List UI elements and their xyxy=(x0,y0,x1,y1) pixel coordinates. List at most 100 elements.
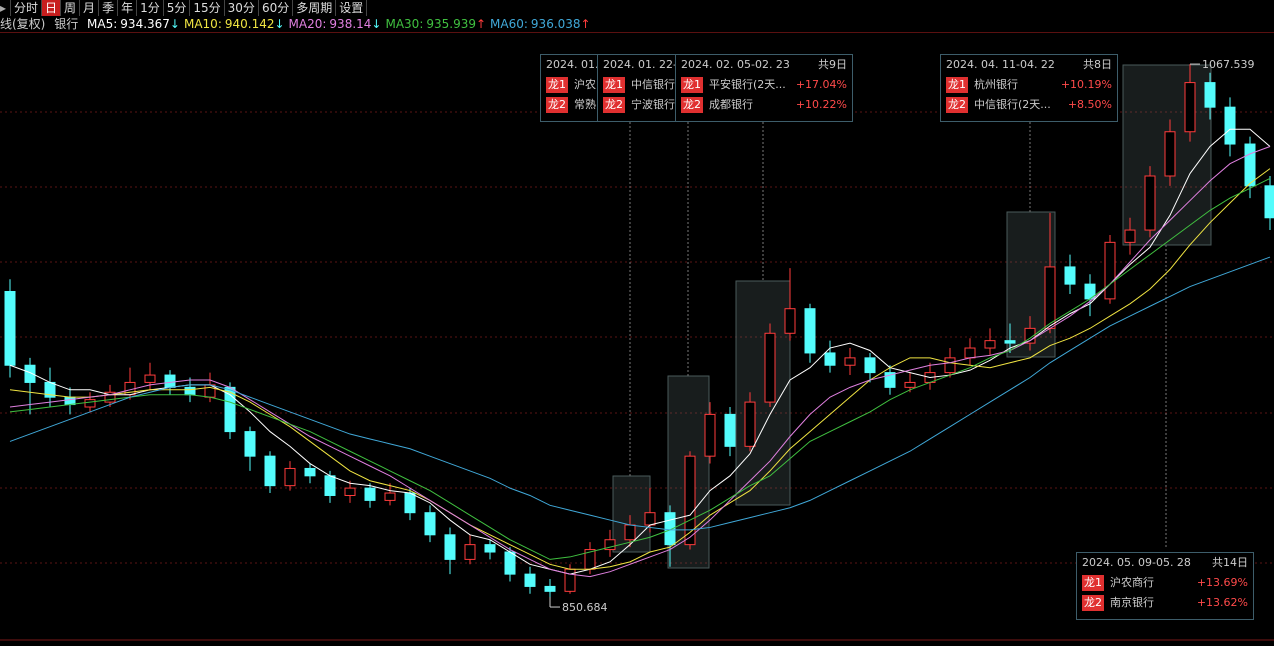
period: 2024. 01. 22-0 xyxy=(603,58,684,71)
ma-name: MA10: xyxy=(183,17,222,31)
period: 2024. 01. 1 xyxy=(546,58,609,71)
toolbar-button[interactable]: 周 xyxy=(61,0,81,16)
max-label: 1067.539 xyxy=(1202,58,1255,71)
leader-row: 龙2 常熟 xyxy=(541,95,717,115)
ma-value: 935.939 xyxy=(426,17,476,31)
grid xyxy=(0,111,1274,564)
ma-name: MA30: xyxy=(385,17,424,31)
candle-body xyxy=(24,364,36,383)
candle-body xyxy=(184,386,196,396)
ma-arrow: ↑ xyxy=(580,17,591,31)
candle-body xyxy=(784,308,796,334)
ma-value: 934.367 xyxy=(120,17,170,31)
toolbar: ▸ 分时日周月季年 1分 5分 15分 30分 60分 多周期 设置 xyxy=(0,0,368,16)
candle-body xyxy=(864,357,876,374)
box-header: 2024. 01. 1 xyxy=(541,55,717,75)
periods xyxy=(612,64,1212,569)
leader-row: 龙1 平安银行(2天... +17.04% xyxy=(676,75,852,95)
candle-body xyxy=(264,455,276,487)
toolbar-button[interactable]: 30分 xyxy=(225,0,259,16)
connectors xyxy=(629,122,1167,548)
toolbar-button[interactable]: 分时 xyxy=(11,0,43,16)
candle-body xyxy=(84,399,96,408)
box-header: 2024. 04. 11-04. 22 共8日 xyxy=(941,55,1117,75)
leader-row: 龙1 沪农 xyxy=(541,75,717,95)
rank-badge: 龙1 xyxy=(603,77,625,93)
stock-name: 中信银行(2天... xyxy=(974,98,1051,111)
toolbar-button[interactable]: 月 xyxy=(80,0,100,16)
toolbar-button[interactable]: 多周期 xyxy=(293,0,337,16)
candle-body xyxy=(1264,185,1274,219)
candle-body xyxy=(104,391,116,403)
candle-body xyxy=(544,585,556,592)
toolbar-button[interactable]: 设置 xyxy=(336,0,368,16)
candle-body xyxy=(244,431,256,457)
toolbar-icon: ▸ xyxy=(0,0,11,16)
candle-body xyxy=(744,401,756,447)
candle-body xyxy=(1144,175,1156,231)
rank-badge: 龙2 xyxy=(1082,595,1104,611)
candle-body xyxy=(724,413,736,447)
period-box: 2024. 05. 09-05. 28 共14日 龙1 沪农商行 +13.69% 龙2 南京… xyxy=(1076,552,1254,620)
toolbar-button[interactable]: 15分 xyxy=(190,0,225,16)
candle-body xyxy=(324,475,336,496)
ma-value: 936.038 xyxy=(530,17,581,31)
leader-row: 龙1 中信银行 xyxy=(598,75,774,95)
candle-body xyxy=(824,352,836,366)
candle-body xyxy=(464,544,476,560)
candle-body xyxy=(344,487,356,496)
candle-body xyxy=(384,492,396,501)
candle-body xyxy=(1164,131,1176,177)
period-box: 2024. 04. 11-04. 22 共8日 龙1 杭州银行 +10.19% 龙2 中信银… xyxy=(940,54,1118,122)
box-header: 2024. 02. 05-02. 23 共9日 xyxy=(676,55,852,75)
rank-badge: 龙2 xyxy=(546,97,568,113)
candle-body xyxy=(624,524,636,541)
candle-body xyxy=(884,372,896,388)
rank-badge: 龙1 xyxy=(1082,575,1104,591)
candle-body xyxy=(1044,266,1056,329)
leader-row: 龙2 宁波银行 xyxy=(598,95,774,115)
candle-body xyxy=(644,512,656,526)
ma-arrow: ↓ xyxy=(274,17,285,31)
candle-body xyxy=(64,396,76,406)
candle-body xyxy=(164,374,176,388)
candle-body xyxy=(4,290,16,366)
candle-body xyxy=(904,381,916,388)
toolbar-button[interactable]: 5分 xyxy=(164,0,191,16)
candle-body xyxy=(1184,82,1196,133)
candle-body xyxy=(504,551,516,575)
candle-body xyxy=(604,539,616,551)
ma-value: 940.142 xyxy=(224,17,275,31)
change: +10.19% xyxy=(1060,78,1112,91)
ma-name: MA20: xyxy=(288,17,327,31)
days: 共14日 xyxy=(1212,556,1248,569)
candle-body xyxy=(1124,229,1136,243)
candle-body xyxy=(1104,241,1116,300)
toolbar-button[interactable]: 季 xyxy=(99,0,119,16)
candle-body xyxy=(444,534,456,560)
leader-row: 龙2 中信银行(2天... +8.50% xyxy=(941,95,1117,115)
toolbar-button[interactable]: 日 xyxy=(42,0,62,16)
ma-line xyxy=(9,146,1271,578)
toolbar-button[interactable]: 1分 xyxy=(137,0,164,16)
candle-body xyxy=(1204,82,1216,108)
leader-row: 龙1 沪农商行 +13.69% xyxy=(1077,573,1253,593)
days: 共8日 xyxy=(1083,58,1112,71)
candle-body xyxy=(1004,340,1016,344)
legend-stock: 银行 xyxy=(54,17,79,31)
ma-name: MA60: xyxy=(490,17,528,31)
candle-body xyxy=(704,413,716,457)
candle-body xyxy=(764,332,776,403)
change: +17.04% xyxy=(795,78,847,91)
box-header: 2024. 05. 09-05. 28 共14日 xyxy=(1077,553,1253,573)
rank-badge: 龙1 xyxy=(546,77,568,93)
toolbar-button[interactable]: 年 xyxy=(118,0,138,16)
candle-body xyxy=(1224,106,1236,145)
period: 2024. 04. 11-04. 22 xyxy=(946,58,1055,71)
toolbar-button[interactable]: 60分 xyxy=(259,0,294,16)
period-shade xyxy=(612,475,651,553)
rank-badge: 龙2 xyxy=(946,97,968,113)
change: +8.50% xyxy=(1067,98,1112,111)
ma-line xyxy=(9,168,1271,570)
